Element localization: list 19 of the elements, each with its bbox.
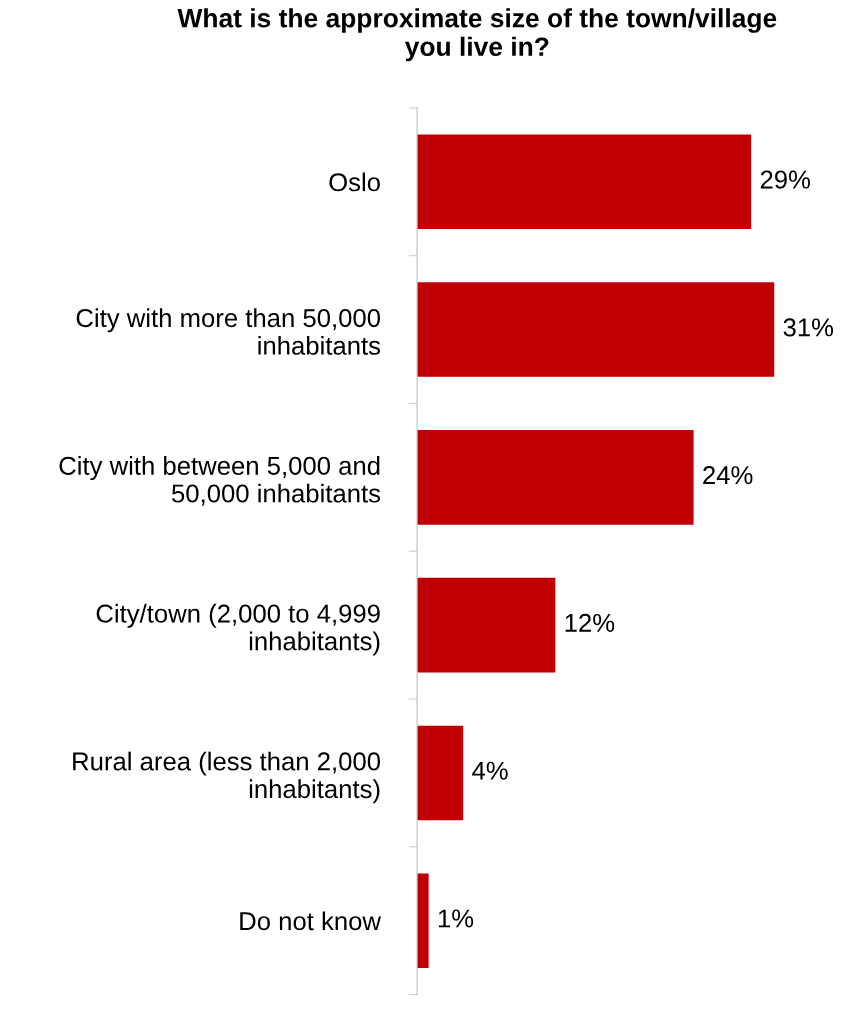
data-label: 1%: [438, 909, 474, 928]
data-label: 4%: [472, 761, 508, 780]
bar: [417, 725, 464, 821]
data-label: 24%: [703, 466, 753, 485]
y-tick-label: City/town (2,000 to 4,999 inhabitants): [96, 603, 380, 656]
y-tick-label: City with between 5,000 and 50,000 inhabitants: [59, 456, 381, 506]
y-tick-label: Oslo: [329, 172, 380, 192]
data-label: 31%: [783, 318, 834, 337]
bar: [417, 873, 429, 968]
bar: [417, 282, 775, 377]
y-tick-label: Rural area (less than 2,000 inhabitants): [73, 751, 381, 804]
y-tick-label: Do not know: [240, 911, 382, 931]
data-label: 12%: [565, 613, 615, 632]
data-label: 29%: [760, 170, 811, 189]
chart-title: What is the approximate size of the town/village you live in?: [177, 8, 777, 62]
y-tick-label: City with more than 50,000 inhabitants: [76, 308, 381, 355]
bar: [417, 134, 752, 230]
bar: [417, 577, 556, 673]
bar: [417, 430, 694, 525]
